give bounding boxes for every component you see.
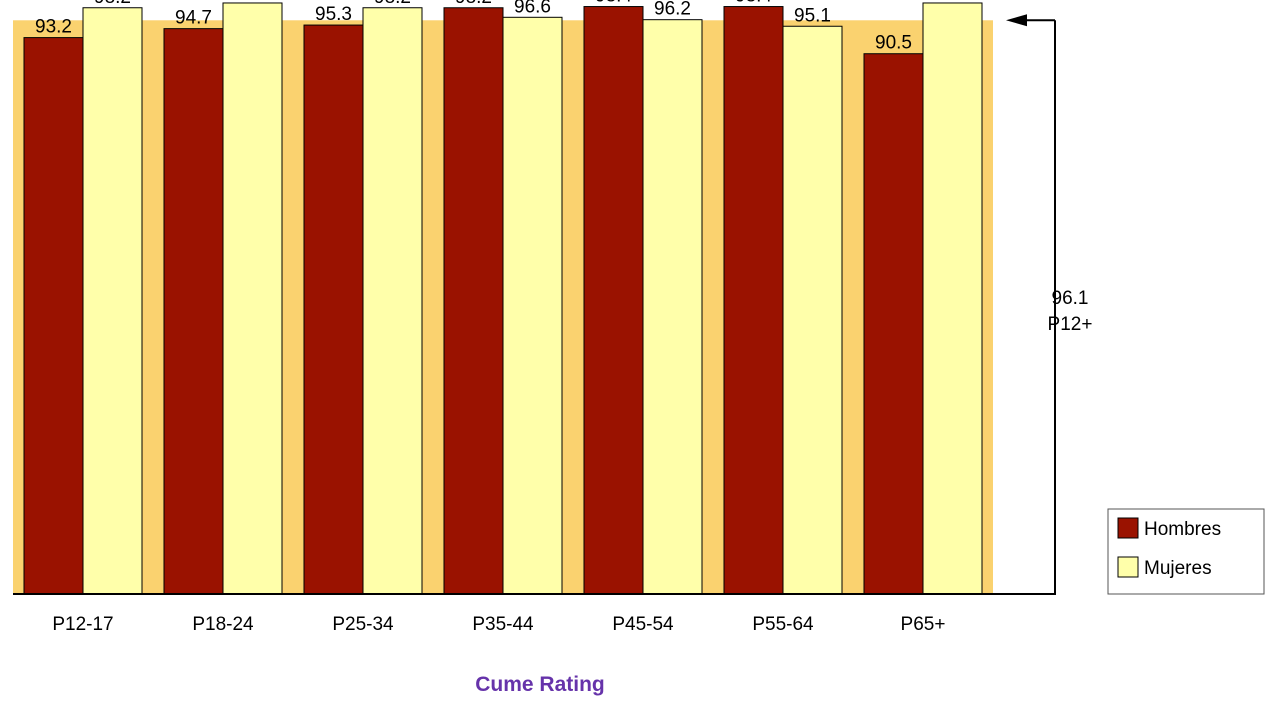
value-label-hombres-p12-17: 93.2	[35, 17, 72, 38]
bar-hombres-p45-54	[583, 6, 644, 595]
bar-hombres-p35-44	[443, 7, 504, 595]
bar-hombres-p25-34	[303, 24, 364, 595]
bars-group	[23, 2, 983, 595]
value-label-mujeres-p45-54: 96.2	[654, 0, 691, 20]
legend: Hombres Mujeres	[1107, 508, 1265, 595]
legend-swatch-hombres	[1117, 517, 1139, 539]
value-label-hombres-p18-24: 94.7	[175, 8, 212, 29]
value-label-mujeres-p25-34: 98.2	[374, 0, 411, 8]
legend-label-mujeres: Mujeres	[1144, 558, 1212, 579]
value-label-mujeres-p18-24: 99.0	[234, 0, 271, 3]
x-tick-label-p12-17: P12-17	[52, 614, 113, 635]
bar-mujeres-p12-17	[82, 7, 143, 595]
bar-mujeres-p55-64	[782, 25, 843, 595]
average-arrow-icon	[1006, 14, 1027, 27]
x-tick-labels-group: P12-17 P18-24 P25-34 P35-44 P45-54 P55-64 P65+	[52, 614, 945, 635]
x-tick-label-p25-34: P25-34	[332, 614, 394, 635]
x-tick-label-p65+: P65+	[901, 614, 946, 635]
chart-title: Cume Rating	[475, 673, 605, 696]
bar-mujeres-p35-44	[502, 16, 563, 595]
value-label-hombres-p55-64: 98.4	[735, 0, 772, 7]
average-value-label: 96.1	[1052, 288, 1089, 309]
value-label-hombres-p65+: 90.5	[875, 33, 912, 54]
legend-label-hombres: Hombres	[1144, 519, 1221, 540]
value-label-mujeres-p35-44: 96.6	[514, 0, 551, 17]
x-tick-label-p35-44: P35-44	[472, 614, 534, 635]
value-label-mujeres-p55-64: 95.1	[794, 5, 831, 26]
bar-hombres-p65+	[863, 53, 924, 595]
legend-swatch-mujeres	[1117, 556, 1139, 578]
bar-mujeres-p65+	[922, 2, 983, 595]
value-label-hombres-p35-44: 98.2	[455, 0, 492, 8]
value-label-mujeres-p65+: 99.0	[934, 0, 971, 3]
x-tick-label-p45-54: P45-54	[612, 614, 674, 635]
bar-mujeres-p25-34	[362, 7, 423, 595]
bar-mujeres-p45-54	[642, 19, 703, 595]
x-tick-label-p55-64: P55-64	[752, 614, 814, 635]
bar-mujeres-p18-24	[222, 2, 283, 595]
value-label-mujeres-p12-17: 98.2	[94, 0, 131, 8]
value-label-hombres-p25-34: 95.3	[315, 4, 352, 25]
value-label-hombres-p45-54: 98.4	[595, 0, 632, 7]
x-tick-label-p18-24: P18-24	[192, 614, 254, 635]
average-indicator: 96.1 P12+	[1006, 14, 1092, 594]
bar-hombres-p55-64	[723, 6, 784, 595]
average-group-label: P12+	[1048, 314, 1093, 335]
value-labels-group: 93.2 98.2 94.7 99.0 95.3 98.2 98.2 96.6 98.4 96.2…	[35, 0, 971, 54]
bar-hombres-p12-17	[23, 37, 84, 595]
bar-hombres-p18-24	[163, 28, 224, 595]
